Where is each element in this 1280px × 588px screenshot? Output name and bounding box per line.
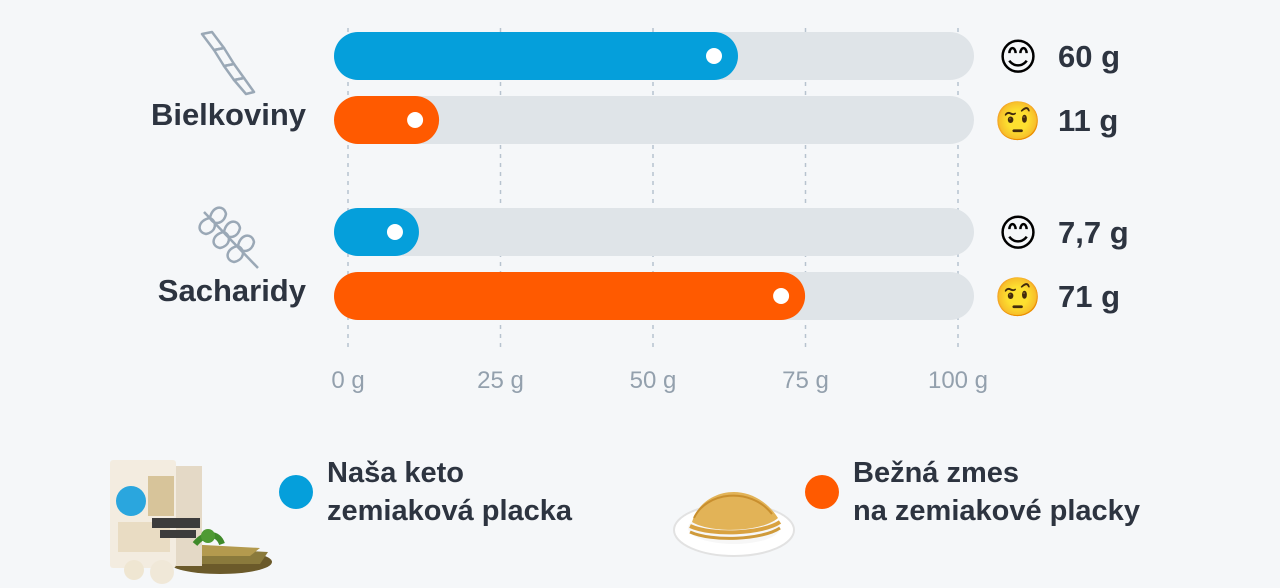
bar-track [334,208,974,256]
legend-keto-line2: zemiaková placka [327,495,573,527]
bar-sacharidy-1 [334,272,806,320]
bar-end-dot [773,288,790,304]
legend-keto-line1: Naša keto [327,457,465,489]
bar-end-dot [386,224,403,240]
nutrition-bar-chart: 0 g 25 g 50 g 75 g 100 g Bielkoviny 😊 60 g 🤨 11 g… [151,28,1129,394]
bar-value-label: 7,7 g [1058,215,1129,250]
bar-value-label: 71 g [1058,279,1120,314]
legend-item-keto: Naša keto zemiaková placka [279,454,667,530]
x-tick-label: 0 g [331,367,364,394]
raised-eyebrow-face-icon: 🤨 [994,99,1041,143]
legend-label-keto: Naša keto zemiaková placka [327,454,667,530]
group-label: Bielkoviny [151,97,307,132]
bar-sacharidy-0 [334,208,419,256]
bar-value-label: 60 g [1058,39,1120,74]
legend: Naša keto zemiaková placka Bežná zmes na… [0,440,1280,588]
smiling-face-icon: 😊 [998,35,1038,79]
group-label: Sacharidy [158,273,307,308]
legend-dot-keto [279,475,313,509]
x-tick-label: 25 g [477,367,524,394]
bar-end-dot [706,48,722,64]
wheat-icon [198,206,259,269]
bar-bielkoviny-1 [334,96,440,144]
x-tick-label: 50 g [630,367,677,394]
protein-icon [200,30,256,96]
bar-value-label: 11 g [1058,103,1118,138]
legend-regular-line1: Bežná zmes [853,457,1020,489]
bar-track [334,96,974,144]
legend-label-regular: Bežná zmes na zemiakové placky [853,454,1213,530]
raised-eyebrow-face-icon: 🤨 [994,275,1041,319]
pancake-plate-image [673,492,795,557]
smiling-face-icon: 😊 [998,211,1038,255]
legend-regular-line2: na zemiakové placky [853,495,1140,527]
keto-product-box-image [110,460,272,584]
bar-bielkoviny-0 [334,32,738,80]
x-tick-label: 100 g [928,367,988,394]
x-tick-label: 75 g [782,367,829,394]
bar-end-dot [407,112,424,128]
legend-dot-regular [805,475,839,509]
legend-item-regular: Bežná zmes na zemiakové placky [805,454,1213,530]
